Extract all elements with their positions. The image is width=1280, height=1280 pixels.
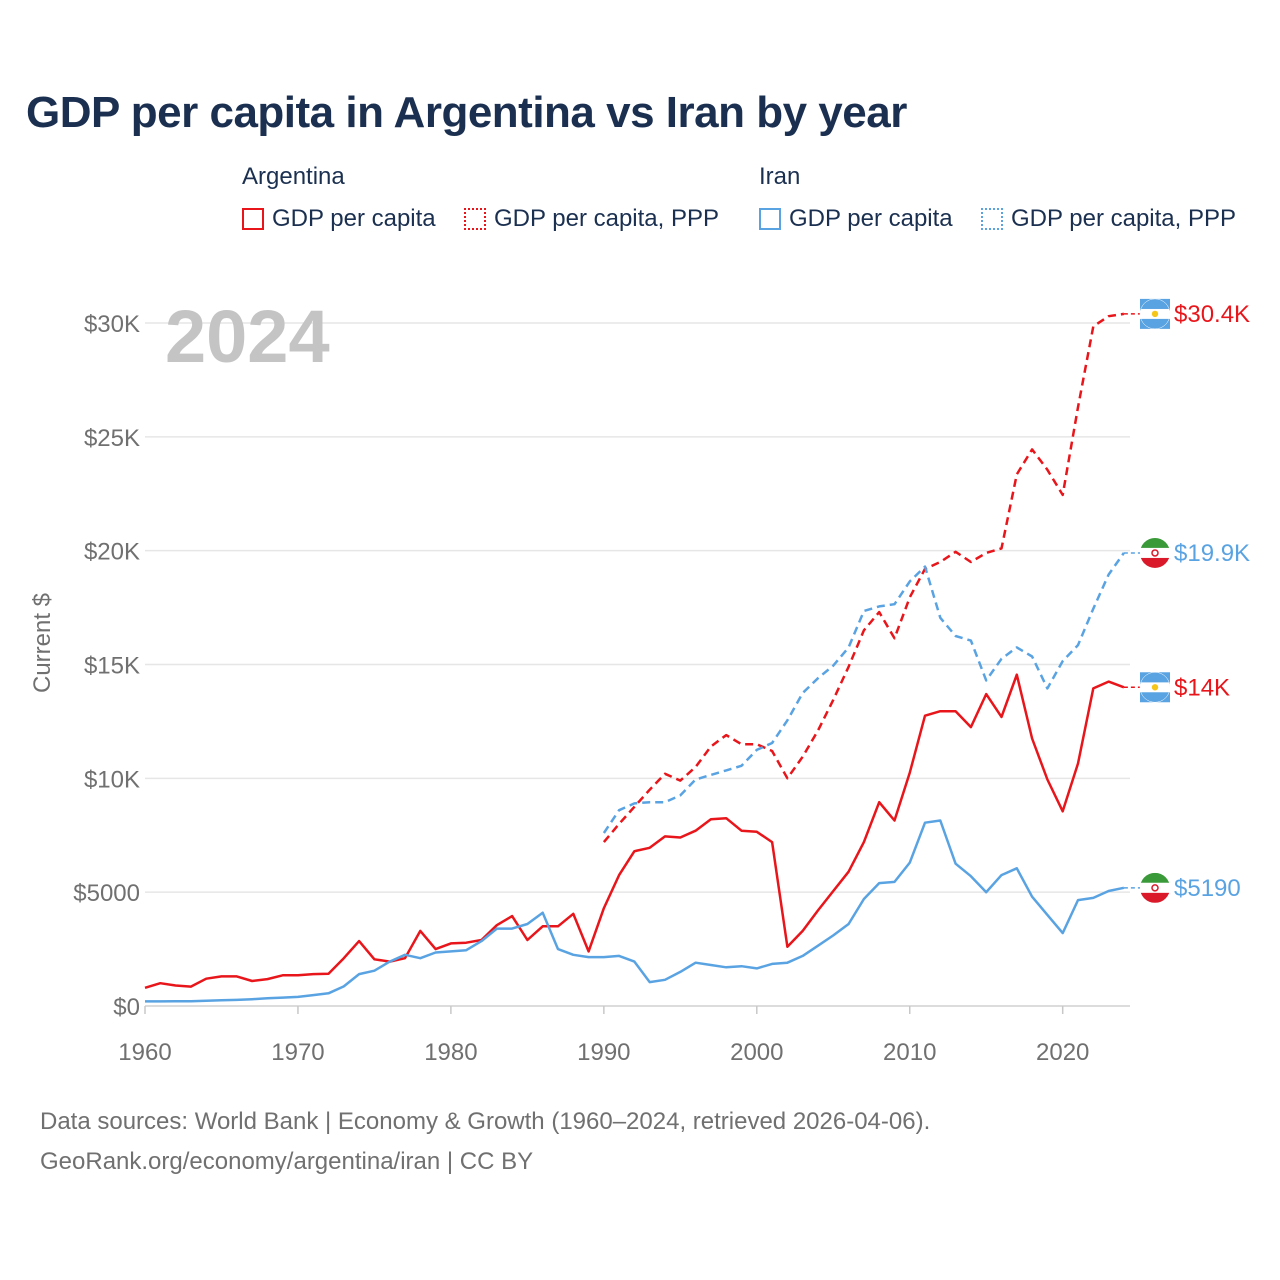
flag-stripe xyxy=(1140,892,1170,903)
y-tick-label: $25K xyxy=(84,425,140,452)
y-axis-label: Current $ xyxy=(29,593,56,693)
x-tick-label: 1990 xyxy=(577,1039,630,1066)
flag-outline xyxy=(1139,298,1171,330)
end-value-label: $5190 xyxy=(1174,875,1241,902)
footer-attribution[interactable]: GeoRank.org/economy/argentina/iran | CC … xyxy=(40,1148,534,1175)
legend-label: GDP per capita, PPP xyxy=(494,205,719,232)
legend-swatch-dotted-red xyxy=(464,208,486,230)
x-tick-label: 1960 xyxy=(118,1039,171,1066)
flag-stripe xyxy=(1140,547,1170,558)
legend-swatch-solid-blue xyxy=(759,208,781,230)
y-tick-label: $5000 xyxy=(73,880,140,907)
flag-stripe xyxy=(1140,557,1170,568)
y-tick-label: $10K xyxy=(84,766,140,793)
legend-label: GDP per capita xyxy=(789,205,953,232)
x-tick-label: 2000 xyxy=(730,1039,783,1066)
flag-stripe xyxy=(1140,692,1170,703)
legend-item-argentina-gdp[interactable]: GDP per capita xyxy=(242,205,436,233)
end-value-label: $19.9K xyxy=(1174,540,1250,567)
legend-group-iran: Iran xyxy=(759,163,801,190)
end-value-label: $14K xyxy=(1174,674,1230,701)
flag-outline xyxy=(1139,672,1171,703)
flag-stripe xyxy=(1140,298,1170,309)
legend-label: GDP per capita xyxy=(272,205,436,232)
flag-stripe xyxy=(1140,318,1170,329)
x-tick-label: 2020 xyxy=(1036,1039,1089,1066)
legend-swatch-dotted-blue xyxy=(981,208,1003,230)
flag-stripe xyxy=(1140,872,1170,883)
flag-stripe xyxy=(1140,672,1170,683)
x-tick-label: 1970 xyxy=(271,1039,324,1066)
emblem-icon xyxy=(1151,549,1159,557)
x-tick-label: 2010 xyxy=(883,1039,936,1066)
y-tick-label: $0 xyxy=(113,994,140,1021)
iran-flag-icon xyxy=(1140,872,1170,903)
footer-sources: Data sources: World Bank | Economy & Gro… xyxy=(40,1108,931,1135)
sun-icon xyxy=(1151,684,1159,691)
y-tick-label: $30K xyxy=(84,311,140,338)
flag-stripe xyxy=(1140,882,1170,893)
legend-swatch-solid-red xyxy=(242,208,264,230)
legend-group-argentina: Argentina xyxy=(242,163,345,190)
sun-icon xyxy=(1151,310,1159,318)
legend-item-argentina-gdp-ppp[interactable]: GDP per capita, PPP xyxy=(464,205,719,233)
legend-label: GDP per capita, PPP xyxy=(1011,205,1236,232)
legend-item-iran-gdp-ppp[interactable]: GDP per capita, PPP xyxy=(981,205,1236,233)
y-tick-label: $20K xyxy=(84,539,140,566)
series-line-argentina-ppp[interactable] xyxy=(602,312,1125,843)
series-line-argentina-gdp[interactable] xyxy=(144,673,1125,989)
legend-item-iran-gdp[interactable]: GDP per capita xyxy=(759,205,953,233)
iran-flag-icon xyxy=(1140,537,1170,568)
end-value-label: $30.4K xyxy=(1174,301,1250,328)
chart-title: GDP per capita in Argentina vs Iran by y… xyxy=(26,88,907,137)
series-line-iran-gdp[interactable] xyxy=(145,819,1125,1003)
flag-stripe xyxy=(1140,537,1170,548)
y-tick-label: $15K xyxy=(84,653,140,680)
series-line-iran-ppp[interactable] xyxy=(602,552,1125,834)
year-watermark: 2024 xyxy=(165,295,330,378)
x-tick-label: 1980 xyxy=(424,1039,477,1066)
emblem-icon xyxy=(1151,884,1159,892)
